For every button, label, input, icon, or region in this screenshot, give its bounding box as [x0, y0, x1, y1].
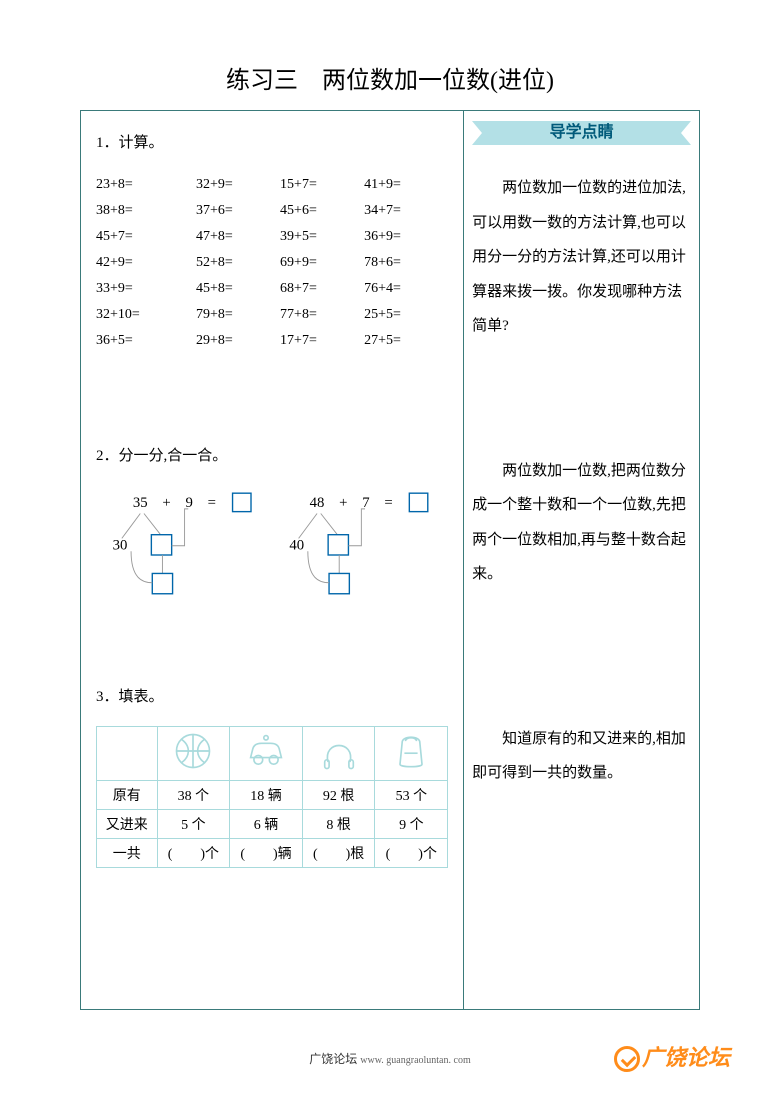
table-cell: ( )个: [375, 839, 448, 868]
calc-cell: 69+9=: [280, 250, 364, 276]
table-cell: 8 根: [302, 810, 375, 839]
calc-cell: 42+9=: [96, 250, 196, 276]
calc-cell: 52+8=: [196, 250, 280, 276]
guidance-note-2: 两位数加一位数,把两位数分成一个整十数和一个一位数,先把两个一位数相加,再与整十…: [472, 454, 691, 592]
svg-text:35 + 9 =: 35 + 9 =: [133, 495, 216, 511]
calc-cell: 36+5=: [96, 328, 196, 354]
calc-cell: 32+9=: [196, 172, 280, 198]
table-cell: 92 根: [302, 781, 375, 810]
table-cell: 18 辆: [230, 781, 303, 810]
page-title: 练习三 两位数加一位数(进位): [0, 60, 780, 95]
guidance-banner: 导学点睛: [472, 121, 691, 151]
calc-cell: 41+9=: [364, 172, 448, 198]
calc-cell: 27+5=: [364, 328, 448, 354]
table-cell: 38 个: [157, 781, 230, 810]
problem-3: 3．填表。 原有 38 个 18 辆 92 根 53 个: [96, 685, 448, 868]
calc-cell: 76+4=: [364, 276, 448, 302]
calc-cell: 47+8=: [196, 224, 280, 250]
backpack-icon: [375, 727, 448, 781]
problem-1-title: 1．计算。: [96, 131, 448, 152]
table-header-blank: [97, 727, 158, 781]
calc-cell: 37+6=: [196, 198, 280, 224]
calc-cell: 29+8=: [196, 328, 280, 354]
car-icon: [230, 727, 303, 781]
calc-cell: 78+6=: [364, 250, 448, 276]
basketball-icon: [157, 727, 230, 781]
table-cell: 5 个: [157, 810, 230, 839]
table-cell: ( )个: [157, 839, 230, 868]
worksheet-page: 练习三 两位数加一位数(进位) 1．计算。 23+8=32+9=15+7=41+…: [0, 0, 780, 1100]
table-cell: 9 个: [375, 810, 448, 839]
content-frame: 1．计算。 23+8=32+9=15+7=41+9= 38+8=37+6=45+…: [80, 110, 700, 1010]
split-diagrams: 35 + 9 = 30: [96, 485, 448, 625]
calc-cell: 45+6=: [280, 198, 364, 224]
calc-cell: 34+7=: [364, 198, 448, 224]
calc-cell: 15+7=: [280, 172, 364, 198]
calc-cell: 77+8=: [280, 302, 364, 328]
calc-cell: 38+8=: [96, 198, 196, 224]
table-cell: 53 个: [375, 781, 448, 810]
footer-url: www. guangraoluntan. com: [360, 1055, 470, 1066]
calc-cell: 33+9=: [96, 276, 196, 302]
calc-cell: 79+8=: [196, 302, 280, 328]
svg-text:30: 30: [113, 537, 128, 553]
table-cell: ( )辆: [230, 839, 303, 868]
fill-table: 原有 38 个 18 辆 92 根 53 个 又进来 5 个 6 辆 8 根 9…: [96, 726, 448, 868]
problem-2: 2．分一分,合一合。 35 + 9 = 30: [96, 444, 448, 625]
table-cell: ( )根: [302, 839, 375, 868]
right-column: 导学点睛 两位数加一位数的进位加法,可以用数一数的方法计算,也可以用分一分的方法…: [464, 111, 699, 1009]
problem-2-title: 2．分一分,合一合。: [96, 444, 448, 465]
logo-check-icon: [614, 1046, 640, 1072]
calculation-table: 23+8=32+9=15+7=41+9= 38+8=37+6=45+6=34+7…: [96, 172, 448, 354]
calc-cell: 23+8=: [96, 172, 196, 198]
calc-cell: 45+7=: [96, 224, 196, 250]
footer-logo: 广饶论坛: [614, 1040, 730, 1072]
calc-cell: 25+5=: [364, 302, 448, 328]
problem-1: 1．计算。 23+8=32+9=15+7=41+9= 38+8=37+6=45+…: [96, 131, 448, 354]
split-diagram-left: 35 + 9 = 30: [96, 485, 262, 625]
row-label: 又进来: [97, 810, 158, 839]
footer-logo-text: 广饶论坛: [642, 1045, 730, 1070]
footer-site-name: 广饶论坛: [309, 1052, 357, 1066]
calc-cell: 32+10=: [96, 302, 196, 328]
page-footer: 广饶论坛 www. guangraoluntan. com 广饶论坛: [0, 1040, 780, 1080]
calc-cell: 39+5=: [280, 224, 364, 250]
table-cell: 6 辆: [230, 810, 303, 839]
jumprope-icon: [302, 727, 375, 781]
problem-3-title: 3．填表。: [96, 685, 448, 706]
guidance-note-3: 知道原有的和又进来的,相加即可得到一共的数量。: [472, 722, 691, 791]
svg-text:40: 40: [289, 537, 304, 553]
banner-label: 导学点睛: [472, 121, 691, 145]
calc-cell: 68+7=: [280, 276, 364, 302]
split-diagram-right: 48 + 7 = 40: [282, 485, 448, 625]
guidance-note-1: 两位数加一位数的进位加法,可以用数一数的方法计算,也可以用分一分的方法计算,还可…: [472, 171, 691, 344]
calc-cell: 17+7=: [280, 328, 364, 354]
row-label: 原有: [97, 781, 158, 810]
row-label: 一共: [97, 839, 158, 868]
calc-cell: 45+8=: [196, 276, 280, 302]
calc-cell: 36+9=: [364, 224, 448, 250]
svg-text:48 + 7 =: 48 + 7 =: [310, 495, 393, 511]
left-column: 1．计算。 23+8=32+9=15+7=41+9= 38+8=37+6=45+…: [81, 111, 464, 1009]
